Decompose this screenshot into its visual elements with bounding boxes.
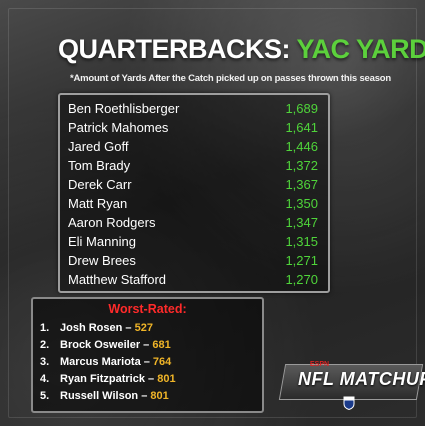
rank-number: 3. [40, 356, 50, 368]
list-item: Eli Manning 1,315 [68, 232, 318, 251]
rank-number: 1. [40, 322, 50, 334]
list-item: Patrick Mahomes 1,641 [68, 118, 318, 137]
graphic-frame [8, 8, 417, 418]
player-value: 1,641 [285, 120, 318, 135]
player-value: 527 [134, 322, 153, 334]
player-name: Marcus Mariota – [60, 356, 153, 368]
page-title: QUARTERBACKS: YAC YARDS [58, 34, 425, 65]
player-value: 1,367 [285, 177, 318, 192]
list-item: Matt Ryan 1,350 [68, 194, 318, 213]
logo-tag: ESPN [310, 361, 330, 368]
title-accent: YAC YARDS [296, 34, 425, 64]
player-value: 801 [157, 373, 176, 385]
nfl-matchup-logo: ESPN NFL MATCHUP [278, 356, 425, 412]
rank-number: 2. [40, 339, 50, 351]
rank-number: 5. [40, 390, 50, 402]
list-item: 2. Brock Osweiler – 681 [40, 338, 171, 352]
player-value: 1,372 [285, 158, 318, 173]
player-value: 1,271 [285, 253, 318, 268]
player-name: Derek Carr [68, 177, 132, 192]
title-main: QUARTERBACKS: [58, 34, 291, 64]
player-name: Matthew Stafford [68, 272, 167, 287]
list-item: Jared Goff 1,446 [68, 137, 318, 156]
player-value: 1,347 [285, 215, 318, 230]
player-value: 1,315 [285, 234, 318, 249]
player-value: 1,270 [285, 272, 318, 287]
player-value: 1,350 [285, 196, 318, 211]
player-value: 801 [150, 390, 169, 402]
player-name: Ben Roethlisberger [68, 101, 180, 116]
list-item: Tom Brady 1,372 [68, 156, 318, 175]
player-name: Drew Brees [68, 253, 136, 268]
list-item: Matthew Stafford 1,270 [68, 270, 318, 289]
player-value: 1,446 [285, 139, 318, 154]
player-name: Brock Osweiler – [60, 339, 153, 351]
list-item: 5. Russell Wilson – 801 [40, 389, 169, 403]
subtitle-note: *Amount of Yards After the Catch picked … [70, 73, 391, 84]
player-name: Tom Brady [68, 158, 131, 173]
player-name: Josh Rosen – [60, 322, 135, 334]
worst-rated-title: Worst-Rated: [108, 302, 187, 316]
player-name: Patrick Mahomes [68, 120, 169, 135]
list-item: 1. Josh Rosen – 527 [40, 321, 153, 335]
player-value: 681 [152, 339, 171, 351]
list-item: Aaron Rodgers 1,347 [68, 213, 318, 232]
player-name: Matt Ryan [68, 196, 128, 211]
list-item: Drew Brees 1,271 [68, 251, 318, 270]
nfl-shield-icon [343, 396, 355, 410]
logo-text: NFL MATCHUP [298, 369, 425, 389]
player-name: Jared Goff [68, 139, 129, 154]
player-value: 1,689 [285, 101, 318, 116]
player-name: Russell Wilson – [60, 390, 151, 402]
worst-rated-box: Worst-Rated: 1. Josh Rosen – 527 2. Brock … [31, 297, 264, 413]
top-yac-list: Ben Roethlisberger 1,689 Patrick Mahomes… [58, 93, 330, 293]
player-value: 764 [152, 356, 172, 368]
list-item: 4. Ryan Fitzpatrick – 801 [40, 372, 176, 386]
list-item: 3. Marcus Mariota – 764 [40, 355, 171, 369]
list-item: Ben Roethlisberger 1,689 [68, 99, 318, 118]
player-name: Aaron Rodgers [68, 215, 156, 230]
list-item: Derek Carr 1,367 [68, 175, 318, 194]
rank-number: 4. [40, 373, 50, 385]
player-name: Eli Manning [68, 234, 136, 249]
player-name: Ryan Fitzpatrick – [60, 373, 158, 385]
